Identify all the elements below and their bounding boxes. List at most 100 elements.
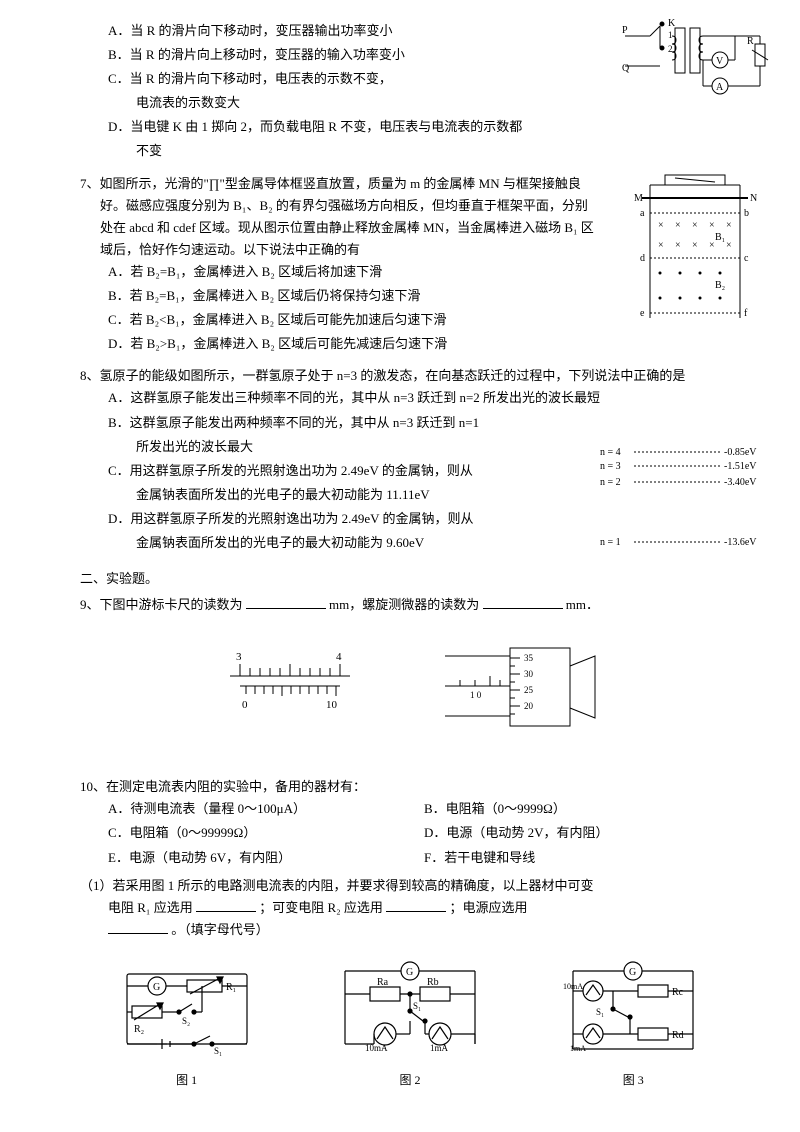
svg-text:×: × xyxy=(709,220,715,231)
svg-text:Rc: Rc xyxy=(672,987,684,998)
svg-text:-3.40eV: -3.40eV xyxy=(724,477,757,488)
svg-text:n = 3: n = 3 xyxy=(600,461,621,472)
svg-text:B₁: B₁ xyxy=(715,232,725,243)
svg-text:R₂: R₂ xyxy=(134,1024,144,1035)
q10-blank-r1[interactable] xyxy=(196,899,256,912)
svg-text:2: 2 xyxy=(668,44,673,54)
svg-text:S₁: S₁ xyxy=(214,1046,222,1056)
svg-text:×: × xyxy=(675,220,681,231)
svg-text:Q: Q xyxy=(622,63,630,74)
svg-text:×: × xyxy=(692,220,698,231)
svg-text:N: N xyxy=(750,193,757,204)
q10-p1e: 。（填字母代号） xyxy=(171,922,269,937)
svg-text:S₁: S₁ xyxy=(596,1007,604,1017)
q10-block: 10、在测定电流表内阻的实验中，备用的器材有： A．待测电流表（量程 0～100… xyxy=(80,776,740,1090)
q10-item-e: E．电源（电动势 6V，有内阻） xyxy=(108,847,424,869)
q9-blank-1[interactable] xyxy=(246,596,326,609)
q7-block: R M N a b d c e f ××××× ××××× B₁ xyxy=(80,173,740,356)
svg-text:d: d xyxy=(640,253,645,264)
svg-text:a: a xyxy=(640,208,645,219)
svg-text:B₂: B₂ xyxy=(715,280,725,291)
svg-text:35: 35 xyxy=(524,653,534,663)
svg-text:b: b xyxy=(744,208,749,219)
svg-text:A: A xyxy=(716,82,724,93)
q10-item-b: B．电阻箱（0～9999Ω） xyxy=(424,798,740,820)
svg-text:30: 30 xyxy=(524,669,534,679)
q9-block: 9、下图中游标卡尺的读数为 mm，螺旋测微器的读数为 mm． 3 4 0 10 xyxy=(80,594,740,736)
q10-blank-src[interactable] xyxy=(108,921,168,934)
svg-text:25: 25 xyxy=(524,685,534,695)
section-2-heading: 二、实验题。 xyxy=(80,568,740,590)
q8-opt-b: B．这群氢原子能发出两种频率不同的光，其中从 n=3 跃迁到 n=1 xyxy=(108,412,740,434)
svg-text:10: 10 xyxy=(326,699,338,711)
svg-text:Rd: Rd xyxy=(672,1030,684,1041)
svg-text:Rb: Rb xyxy=(427,977,439,988)
circuit-2: G Ra Rb S₁ 10mA 1mA xyxy=(325,959,495,1059)
fig2-label: 图 2 xyxy=(325,1070,495,1090)
svg-text:10mA: 10mA xyxy=(563,982,583,991)
svg-text:G: G xyxy=(629,967,636,978)
q10-item-c: C．电阻箱（0～99999Ω） xyxy=(108,822,424,844)
svg-text:f: f xyxy=(744,308,748,319)
svg-text:S₂: S₂ xyxy=(182,1016,190,1026)
svg-text:P: P xyxy=(622,25,628,36)
q6-options-block: P Q K 1 2 V R A A．当 R 的滑片向下移动时，变压器输出功率变小… xyxy=(80,20,740,163)
svg-text:4: 4 xyxy=(336,651,342,663)
q9-pre: 9、下图中游标卡尺的读数为 xyxy=(80,597,246,612)
svg-text:-13.6eV: -13.6eV xyxy=(724,537,757,548)
svg-text:K: K xyxy=(668,18,676,29)
q8-opt-a: A．这群氢原子能发出三种频率不同的光，其中从 n=3 跃迁到 n=2 所发出光的… xyxy=(108,387,740,409)
svg-text:S₁: S₁ xyxy=(413,1001,421,1011)
svg-text:0: 0 xyxy=(242,699,248,711)
svg-text:1: 1 xyxy=(668,30,673,40)
svg-text:c: c xyxy=(744,253,749,264)
svg-text:n = 2: n = 2 xyxy=(600,477,621,488)
svg-text:G: G xyxy=(153,982,160,993)
q10-stem: 10、在测定电流表内阻的实验中，备用的器材有： xyxy=(80,776,740,798)
circuit-1: G R₁ R₂ S₂ S₁ xyxy=(112,964,262,1059)
q10-p1c: ；可变电阻 R₂ 应选用 xyxy=(259,900,383,915)
energy-level-figure: n = 4 -0.85eV n = 3 -1.51eV n = 2 -3.40eV n… xyxy=(600,445,770,555)
rail-figure: R M N a b d c e f × × × × × × × × × × B₁ xyxy=(630,173,760,323)
svg-text:n = 4: n = 4 xyxy=(600,447,621,458)
svg-text:20: 20 xyxy=(524,701,534,711)
svg-text:×: × xyxy=(675,240,681,251)
svg-text:×: × xyxy=(658,240,664,251)
q10-blank-r2[interactable] xyxy=(386,899,446,912)
svg-text:G: G xyxy=(406,967,413,978)
fig1-label: 图 1 xyxy=(112,1070,262,1090)
svg-text:M: M xyxy=(634,193,643,204)
svg-text:e: e xyxy=(640,308,645,319)
q6-opt-d: D．当电键 K 由 1 掷向 2，而负载电阻 R 不变，电压表与电流表的示数都 xyxy=(108,116,740,138)
svg-text:×: × xyxy=(692,240,698,251)
svg-text:×: × xyxy=(726,240,732,251)
q10-p1d: ；电源应选用 xyxy=(449,900,527,915)
svg-text:×: × xyxy=(658,220,664,231)
svg-text:Ra: Ra xyxy=(377,977,389,988)
svg-text:R₁: R₁ xyxy=(226,982,236,993)
q10-item-f: F．若干电键和导线 xyxy=(424,847,740,869)
svg-text:-1.51eV: -1.51eV xyxy=(724,461,757,472)
svg-text:×: × xyxy=(709,240,715,251)
circuit-3: G 10mA Rc S₁ 1mA Rd xyxy=(558,959,708,1059)
q6-opt-d2: 不变 xyxy=(108,140,740,162)
q9-mid: mm，螺旋测微器的读数为 xyxy=(329,597,479,612)
fig3-label: 图 3 xyxy=(558,1070,708,1090)
q10-p1-line1: （1）若采用图 1 所示的电路测电流表的内阻，并要求得到较高的精确度，以上器材中… xyxy=(80,875,740,897)
q8-block: 8、氢原子的能级如图所示，一群氢原子处于 n=3 的激发态，在向基态跃迁的过程中… xyxy=(80,365,740,554)
q10-p1b: 电阻 R₁ 应选用 xyxy=(108,900,193,915)
transformer-figure: P Q K 1 2 V R A xyxy=(620,16,770,116)
q8-stem: 8、氢原子的能级如图所示，一群氢原子处于 n=3 的激发态，在向基态跃迁的过程中… xyxy=(80,365,740,387)
svg-text:R: R xyxy=(690,173,697,176)
micrometer-figure: 1 0 35 30 25 20 xyxy=(440,646,600,736)
svg-text:1 0: 1 0 xyxy=(470,690,482,700)
svg-text:3: 3 xyxy=(236,651,242,663)
svg-text:×: × xyxy=(726,220,732,231)
q9-blank-2[interactable] xyxy=(483,596,563,609)
q10-item-a: A．待测电流表（量程 0～100μA） xyxy=(108,798,424,820)
svg-text:n = 1: n = 1 xyxy=(600,537,621,548)
svg-text:-0.85eV: -0.85eV xyxy=(724,447,757,458)
vernier-caliper-figure: 3 4 0 10 xyxy=(220,646,360,716)
svg-text:R: R xyxy=(747,36,754,47)
q9-post: mm． xyxy=(566,597,599,612)
